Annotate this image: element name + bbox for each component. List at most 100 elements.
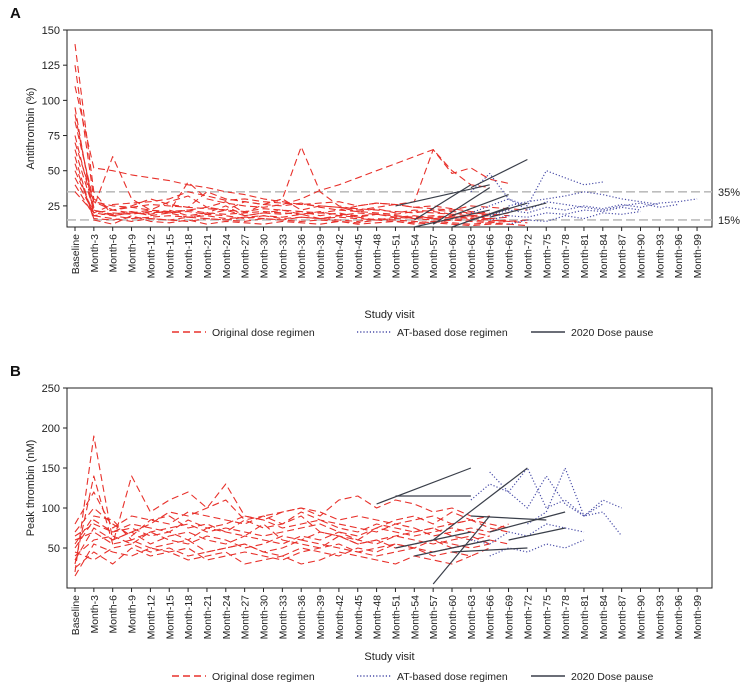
series-line-dose-pause: [395, 184, 490, 207]
x-tick-label: Month-21: [202, 234, 214, 279]
x-tick-label: Month-42: [334, 234, 346, 279]
x-tick-label: Month-45: [353, 595, 365, 640]
x-tick-label: Month-33: [277, 234, 289, 279]
x-tick-label: Month-63: [466, 234, 478, 279]
x-tick-label: Month-12: [145, 234, 157, 279]
series-line-original: [74, 519, 509, 549]
x-tick-label: Month-69: [504, 234, 516, 279]
x-tick-label: Month-75: [541, 234, 553, 279]
x-tick-label: Month-6: [108, 595, 120, 634]
x-tick-label: Month-45: [353, 234, 365, 279]
x-tick-label: Month-60: [447, 234, 459, 279]
panel-label: A: [10, 5, 21, 22]
x-tick-label: Month-60: [447, 595, 459, 640]
x-tick-label: Month-18: [183, 595, 195, 640]
panel-b: B 50 100 150 200 250 Peak thrombin (nM) Baselin…: [10, 363, 713, 683]
x-tick-label: Month-3: [89, 595, 101, 634]
series-line-original: [74, 527, 490, 561]
y-tick-label: 25: [48, 201, 60, 213]
legend-label: Original dose regimen: [212, 671, 315, 683]
x-tick-label: Month-9: [127, 234, 139, 273]
x-tick-label: Month-90: [636, 234, 648, 279]
x-tick-label: Month-51: [390, 595, 402, 640]
y-tick-label: 150: [42, 25, 60, 37]
x-tick-label: Month-66: [485, 595, 497, 640]
y-tick-label: 75: [48, 131, 60, 143]
y-axis-title: Peak thrombin (nM): [25, 440, 37, 537]
series-line-original: [74, 531, 490, 557]
y-tick-label: 200: [42, 423, 60, 435]
series-line-dose-pause: [395, 531, 472, 549]
series-line-original: [74, 149, 509, 222]
x-tick-label: Month-51: [390, 234, 402, 279]
plot-frame: [66, 29, 713, 228]
x-tick-label: Month-39: [315, 234, 327, 279]
series-line-original: [74, 543, 472, 577]
x-tick-label: Month-9: [127, 595, 139, 634]
x-tick-label: Month-84: [598, 234, 610, 279]
series-line-original: [74, 107, 528, 224]
series-line-dose-pause: [508, 527, 566, 541]
x-tick-label: Month-69: [504, 595, 516, 640]
series-line-original: [74, 491, 509, 529]
x-tick-label: Month-48: [372, 234, 384, 279]
y-tick-label: 250: [42, 383, 60, 395]
series-line-dose-pause: [489, 202, 547, 218]
x-tick-label: Month-30: [259, 595, 271, 640]
x-tick-label: Month-93: [654, 595, 666, 640]
x-tick-label: Month-96: [673, 234, 685, 279]
x-axis-title: Study visit: [364, 651, 414, 663]
x-tick-label: Month-96: [673, 595, 685, 640]
x-tick-label: Month-15: [164, 595, 176, 640]
panel-label: B: [10, 363, 21, 380]
x-tick-label: Month-54: [409, 595, 421, 640]
series-line-dose-pause: [432, 515, 491, 585]
series-line-original: [74, 543, 472, 561]
series-line-at-based: [508, 210, 641, 225]
series-line-original: [74, 191, 490, 217]
x-tick-label: Month-78: [560, 234, 572, 279]
legend: Original dose regimen AT-based dose regim…: [172, 671, 653, 683]
x-tick-label: Month-39: [315, 595, 327, 640]
y-tick-label: 100: [42, 95, 60, 107]
series-line-dose-pause: [432, 187, 491, 225]
x-tick-label: Month-99: [692, 595, 704, 640]
series-line-original: [74, 44, 509, 221]
x-tick-label: Month-57: [428, 234, 440, 279]
series-line-original: [74, 515, 490, 545]
series-line-dose-pause: [451, 206, 509, 227]
x-tick-label: Month-90: [636, 595, 648, 640]
series-line-at-based: [508, 191, 660, 207]
x-tick-label: Month-33: [277, 595, 289, 640]
x-tick-label: Month-12: [145, 595, 157, 640]
series-line-at-based: [489, 198, 698, 217]
x-tick-label: Month-24: [221, 234, 233, 279]
series-group: [74, 44, 698, 227]
x-tick-label: Month-75: [541, 595, 553, 640]
reference-line-label: 35%: [718, 187, 740, 199]
x-tick-label: Month-99: [692, 234, 704, 279]
x-tick-label: Month-42: [334, 595, 346, 640]
reference-line-label: 15%: [718, 215, 740, 227]
x-tick-label: Month-36: [296, 234, 308, 279]
x-tick-label: Month-63: [466, 595, 478, 640]
legend-label: AT-based dose regimen: [397, 671, 508, 683]
x-tick-label: Month-24: [221, 595, 233, 640]
x-tick-label: Month-84: [598, 595, 610, 640]
legend-label: Original dose regimen: [212, 327, 315, 339]
series-line-dose-pause: [376, 467, 472, 505]
x-tick-label: Month-78: [560, 595, 572, 640]
series-line-original: [74, 515, 509, 537]
series-line-original: [74, 121, 528, 211]
panel-a: A 35% 15% 25 50 75 100 125 150 Antithrombin (%) Ba…: [10, 5, 740, 339]
x-tick-label: Month-18: [183, 234, 195, 279]
legend-label: 2020 Dose pause: [571, 671, 653, 683]
series-line-original: [74, 142, 509, 220]
series-line-dose-pause: [414, 209, 490, 227]
y-tick-label: 150: [42, 463, 60, 475]
x-tick-label: Month-72: [522, 595, 534, 640]
series-line-original: [74, 86, 490, 214]
y-tick-label: 50: [48, 543, 60, 555]
x-tick-label: Month-48: [372, 595, 384, 640]
